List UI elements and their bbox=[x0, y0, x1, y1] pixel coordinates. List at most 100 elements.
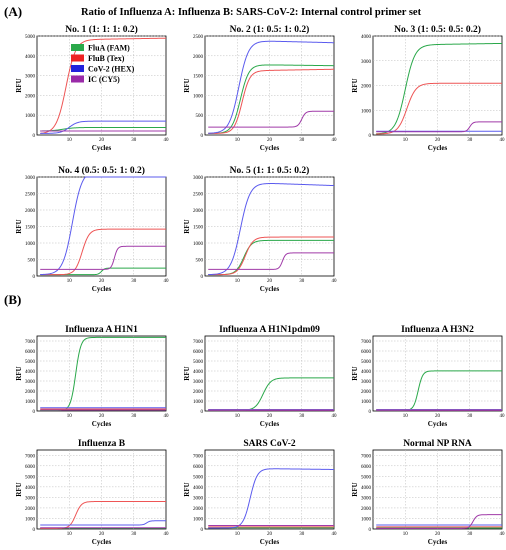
y-tick-label: 1000 bbox=[361, 400, 372, 405]
y-tick-label: 3000 bbox=[361, 496, 372, 501]
y-axis-label: RFU bbox=[15, 366, 23, 380]
x-tick-label: 40 bbox=[332, 279, 338, 284]
y-tick-label: 2000 bbox=[361, 390, 372, 395]
y-tick-label: 3000 bbox=[193, 176, 204, 181]
y-tick-label: 1000 bbox=[193, 94, 204, 99]
x-axis-label: Cycles bbox=[92, 420, 112, 428]
y-tick-label: 6000 bbox=[361, 350, 372, 355]
series-line-flub bbox=[376, 82, 502, 135]
x-tick-label: 10 bbox=[235, 138, 241, 143]
x-tick-label: 30 bbox=[467, 138, 473, 143]
y-tick-label: 3000 bbox=[25, 496, 36, 501]
y-tick-label: 5000 bbox=[361, 360, 372, 365]
y-tick-label: 4000 bbox=[361, 35, 372, 40]
x-tick-label: 10 bbox=[235, 414, 241, 419]
y-tick-label: 1500 bbox=[193, 75, 204, 80]
x-axis-label: Cycles bbox=[260, 420, 280, 428]
y-tick-label: 6000 bbox=[361, 465, 372, 470]
y-tick-label: 1000 bbox=[25, 400, 36, 405]
series-line-ic bbox=[376, 514, 502, 529]
y-axis-label: RFU bbox=[15, 78, 23, 92]
series-line-ic bbox=[208, 110, 334, 128]
y-tick-label: 2500 bbox=[25, 193, 36, 198]
y-tick-label: 2000 bbox=[25, 507, 36, 512]
chart-title: SARS CoV-2 bbox=[243, 439, 296, 449]
series-line-flub bbox=[208, 68, 335, 134]
y-tick-label: 7000 bbox=[361, 340, 372, 345]
y-tick-label: 1000 bbox=[25, 114, 36, 119]
chart-2: No. 2 (1: 0.5: 1: 0.2) 0 500 1000 1500 2000 25… bbox=[183, 24, 337, 152]
series-line-flua bbox=[40, 126, 166, 132]
x-tick-label: 40 bbox=[164, 138, 170, 143]
y-tick-label: 3000 bbox=[25, 380, 36, 385]
y-tick-label: 0 bbox=[33, 410, 36, 415]
series-line-cov-2 bbox=[208, 183, 335, 276]
x-tick-label: 10 bbox=[67, 532, 73, 537]
x-tick-label: 30 bbox=[131, 138, 137, 143]
chart-title: No. 1 (1: 1: 1: 0.2) bbox=[65, 24, 138, 35]
y-tick-label: 0 bbox=[369, 410, 372, 415]
y-tick-label: 1000 bbox=[25, 242, 36, 247]
y-tick-label: 2500 bbox=[193, 193, 204, 198]
y-tick-label: 1000 bbox=[361, 109, 372, 114]
y-tick-label: 5000 bbox=[25, 35, 36, 40]
chart-title: No. 3 (1: 0.5: 0.5: 0.2) bbox=[394, 24, 481, 35]
legend-label: FluA (FAM) bbox=[88, 44, 130, 53]
y-tick-label: 2500 bbox=[193, 35, 204, 40]
x-tick-label: 30 bbox=[467, 414, 473, 419]
x-tick-label: 40 bbox=[164, 532, 170, 537]
x-axis-label: Cycles bbox=[92, 538, 112, 546]
series-line-cov-2 bbox=[208, 468, 335, 529]
y-tick-label: 5000 bbox=[361, 475, 372, 480]
y-tick-label: 0 bbox=[201, 528, 204, 533]
y-axis-label: RFU bbox=[15, 219, 23, 233]
legend-label: IC (CY5) bbox=[88, 75, 120, 84]
x-tick-label: 10 bbox=[403, 414, 409, 419]
y-tick-label: 4000 bbox=[361, 486, 372, 491]
y-tick-label: 1000 bbox=[193, 242, 204, 247]
legend-swatch bbox=[71, 65, 84, 72]
x-tick-label: 10 bbox=[67, 138, 73, 143]
y-tick-label: 1000 bbox=[193, 400, 204, 405]
y-tick-label: 7000 bbox=[361, 454, 372, 459]
chart-title: No. 5 (1: 1: 0.5: 0.2) bbox=[230, 165, 310, 176]
y-tick-label: 5000 bbox=[193, 360, 204, 365]
chart-10: SARS CoV-2 0 1000 2000 3000 4000 5000 6000 7000 1… bbox=[183, 439, 337, 546]
x-tick-label: 20 bbox=[267, 414, 273, 419]
x-tick-label: 40 bbox=[164, 279, 170, 284]
series-line-cov-2 bbox=[40, 520, 166, 526]
x-axis-label: Cycles bbox=[260, 285, 280, 293]
y-tick-label: 7000 bbox=[25, 454, 36, 459]
x-tick-label: 10 bbox=[67, 279, 73, 284]
y-tick-label: 1500 bbox=[193, 226, 204, 231]
x-tick-label: 30 bbox=[299, 279, 305, 284]
x-tick-label: 20 bbox=[267, 532, 273, 537]
chart-title: Influenza A H1N1 bbox=[65, 325, 138, 335]
y-axis-label: RFU bbox=[183, 219, 191, 233]
series-line-flub bbox=[208, 236, 334, 276]
y-axis-label: RFU bbox=[183, 366, 191, 380]
panel-b-label: (B) bbox=[4, 292, 22, 307]
chart-4: No. 4 (0.5: 0.5: 1: 0.2) 0 500 1000 1500 2000… bbox=[15, 165, 170, 293]
series-line-flua bbox=[376, 42, 503, 135]
x-tick-label: 20 bbox=[267, 138, 273, 143]
y-tick-label: 2000 bbox=[25, 209, 36, 214]
x-tick-label: 20 bbox=[435, 138, 441, 143]
x-tick-label: 30 bbox=[299, 414, 305, 419]
x-tick-label: 30 bbox=[131, 532, 137, 537]
y-tick-label: 6000 bbox=[193, 465, 204, 470]
y-tick-label: 3000 bbox=[361, 60, 372, 65]
x-tick-label: 30 bbox=[131, 279, 137, 284]
y-tick-label: 3000 bbox=[25, 176, 36, 181]
x-tick-label: 30 bbox=[467, 532, 473, 537]
y-tick-label: 1000 bbox=[193, 517, 204, 522]
chart-11: Normal NP RNA 0 1000 2000 3000 4000 5000 6000 70… bbox=[351, 439, 505, 546]
chart-title: Influenza A H1N1pdm09 bbox=[219, 325, 320, 335]
y-tick-label: 4000 bbox=[193, 486, 204, 491]
legend-swatch bbox=[71, 54, 84, 62]
series-line-ic bbox=[40, 245, 166, 270]
chart-title: No. 2 (1: 0.5: 1: 0.2) bbox=[230, 24, 310, 35]
chart-8: Influenza A H3N2 0 1000 2000 3000 4000 5000 600… bbox=[351, 325, 505, 428]
y-tick-label: 5000 bbox=[25, 475, 36, 480]
y-tick-label: 6000 bbox=[25, 350, 36, 355]
